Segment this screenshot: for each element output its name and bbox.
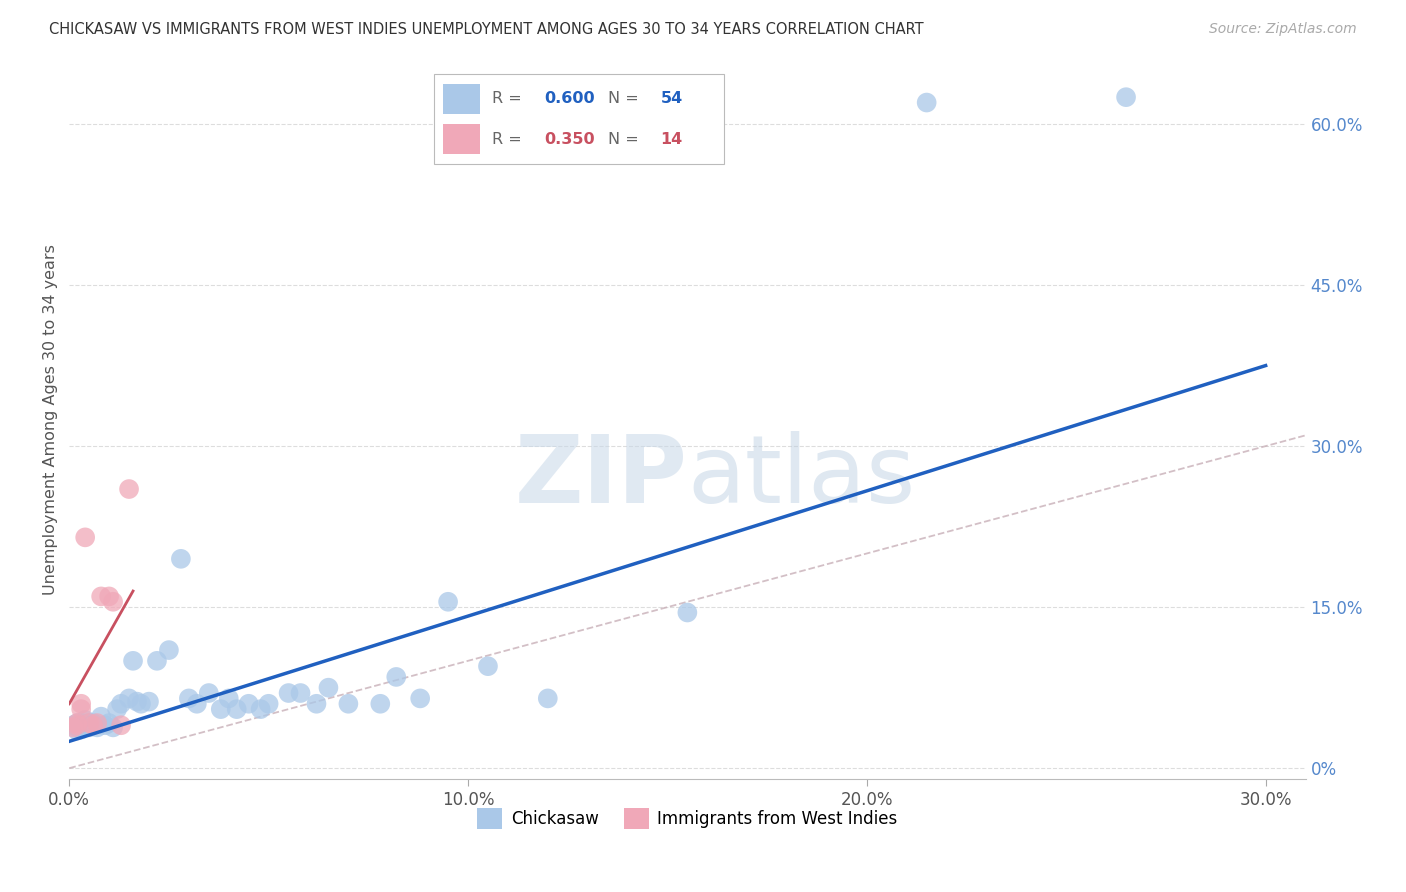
Point — [138, 695, 160, 709]
Point — [86, 716, 108, 731]
Point — [157, 643, 180, 657]
Point — [477, 659, 499, 673]
Point — [98, 716, 121, 731]
Point — [305, 697, 328, 711]
Text: CHICKASAW VS IMMIGRANTS FROM WEST INDIES UNEMPLOYMENT AMONG AGES 30 TO 34 YEARS : CHICKASAW VS IMMIGRANTS FROM WEST INDIES… — [49, 22, 924, 37]
Point — [66, 723, 89, 738]
Point — [290, 686, 312, 700]
Point — [125, 695, 148, 709]
Text: atlas: atlas — [688, 431, 915, 523]
Point — [218, 691, 240, 706]
Point — [337, 697, 360, 711]
Point — [62, 720, 84, 734]
Point — [209, 702, 232, 716]
Point — [86, 720, 108, 734]
Point — [129, 697, 152, 711]
Point — [118, 691, 141, 706]
Point — [70, 720, 93, 734]
Point — [66, 716, 89, 731]
Point — [110, 697, 132, 711]
Point — [75, 718, 97, 732]
Point — [915, 95, 938, 110]
Point — [75, 720, 97, 734]
Point — [537, 691, 560, 706]
Point — [676, 606, 699, 620]
Point — [70, 718, 93, 732]
Point — [170, 551, 193, 566]
Point — [70, 716, 93, 731]
Point — [70, 697, 93, 711]
Point — [249, 702, 271, 716]
Point — [318, 681, 340, 695]
Y-axis label: Unemployment Among Ages 30 to 34 years: Unemployment Among Ages 30 to 34 years — [44, 244, 58, 595]
Point — [186, 697, 208, 711]
Text: ZIP: ZIP — [515, 431, 688, 523]
Point — [77, 716, 100, 731]
Point — [62, 718, 84, 732]
Point — [75, 530, 97, 544]
Text: Source: ZipAtlas.com: Source: ZipAtlas.com — [1209, 22, 1357, 37]
Point — [82, 718, 104, 732]
Point — [437, 595, 460, 609]
Point — [225, 702, 247, 716]
Point — [77, 720, 100, 734]
Point — [70, 723, 93, 737]
Point — [198, 686, 221, 700]
Point — [368, 697, 391, 711]
Point — [146, 654, 169, 668]
Point — [110, 718, 132, 732]
Point — [66, 716, 89, 731]
Point — [277, 686, 299, 700]
Point — [101, 720, 124, 734]
Point — [70, 702, 93, 716]
Point — [385, 670, 408, 684]
Point — [238, 697, 260, 711]
Point — [177, 691, 200, 706]
Legend: Chickasaw, Immigrants from West Indies: Chickasaw, Immigrants from West Indies — [471, 802, 904, 835]
Point — [122, 654, 145, 668]
Point — [90, 590, 112, 604]
Point — [90, 709, 112, 723]
Point — [75, 713, 97, 727]
Point — [66, 718, 89, 732]
Point — [1115, 90, 1137, 104]
Point — [105, 702, 128, 716]
Point — [77, 718, 100, 732]
Point — [98, 590, 121, 604]
Point — [118, 482, 141, 496]
Point — [257, 697, 280, 711]
Point — [409, 691, 432, 706]
Point — [101, 595, 124, 609]
Point — [66, 720, 89, 734]
Point — [94, 718, 117, 732]
Point — [82, 718, 104, 732]
Point — [82, 716, 104, 731]
Point — [77, 716, 100, 731]
